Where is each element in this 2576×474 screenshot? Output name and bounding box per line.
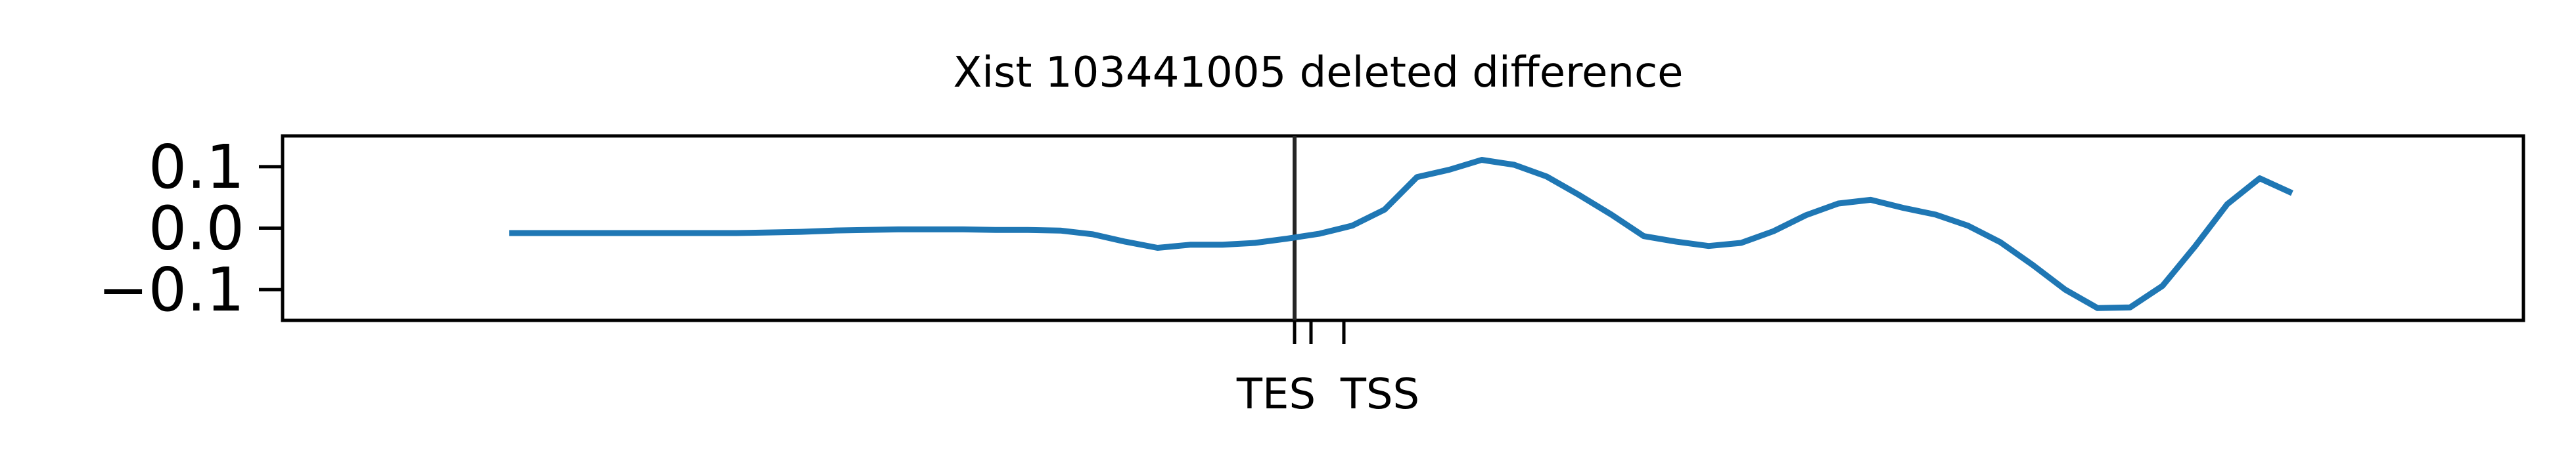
y-tick-label: −0.1 — [98, 255, 244, 325]
y-tick-label: 0.0 — [149, 194, 244, 264]
y-tick-label: 0.1 — [149, 132, 244, 202]
x-tick-label-tss: TSS — [1340, 370, 1419, 419]
x-tick-label-tes: TES — [1236, 370, 1316, 419]
chart-title: Xist 103441005 deleted difference — [953, 49, 1683, 97]
plot-area — [281, 134, 2525, 322]
series-group — [509, 157, 2293, 311]
y-axis-ticks: 0.10.0−0.1 — [98, 132, 283, 325]
series-line — [509, 157, 2293, 311]
x-axis-ticks: TES TSS — [1236, 320, 1419, 419]
